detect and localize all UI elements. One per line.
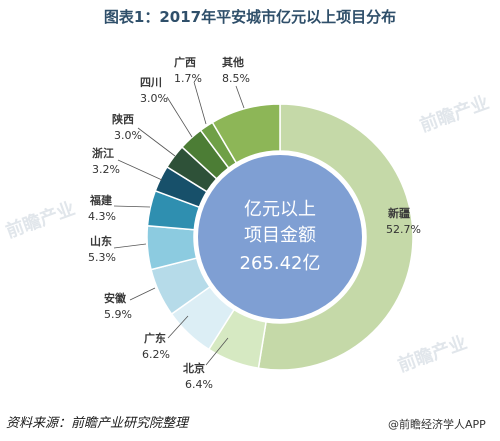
slice-value-5: 4.3% bbox=[88, 210, 116, 223]
slice-name-1: 北京 bbox=[183, 361, 205, 375]
leader-line-10 bbox=[235, 85, 245, 109]
slice-name-9: 广西 bbox=[174, 55, 196, 69]
slice-value-4: 5.3% bbox=[88, 251, 116, 264]
slice-name-8: 四川 bbox=[140, 76, 162, 89]
slice-0 bbox=[257, 103, 414, 371]
leader-line-5 bbox=[113, 205, 151, 208]
leader-line-8 bbox=[166, 96, 193, 138]
donut-slices bbox=[146, 103, 414, 371]
slice-value-10: 8.5% bbox=[222, 72, 250, 85]
center-line-2: 项目金额 bbox=[244, 225, 316, 246]
slice-value-2: 6.2% bbox=[142, 348, 170, 361]
center-disc bbox=[198, 155, 362, 319]
leader-line-9 bbox=[193, 81, 207, 125]
slice-value-0: 52.7% bbox=[386, 223, 421, 236]
slice-labels: 新疆52.7%北京6.4%广东6.2%安徽5.9%山东5.3%福建4.3%浙江3… bbox=[88, 55, 421, 391]
slice-name-0: 新疆 bbox=[388, 206, 410, 220]
leader-line-7 bbox=[137, 127, 176, 157]
slice-value-6: 3.2% bbox=[92, 163, 120, 176]
slice-name-7: 陕西 bbox=[112, 112, 134, 126]
leader-line-6 bbox=[117, 159, 163, 181]
slice-name-5: 福建 bbox=[89, 193, 113, 207]
leader-line-2 bbox=[167, 315, 189, 339]
source-note: 资料来源：前瞻产业研究院整理 bbox=[6, 416, 189, 431]
slice-10 bbox=[211, 103, 281, 164]
slice-value-1: 6.4% bbox=[185, 378, 213, 391]
center-total: 265.42亿 bbox=[240, 253, 321, 274]
slice-value-9: 1.7% bbox=[174, 72, 202, 85]
leader-lines bbox=[113, 81, 245, 366]
center-line-1: 亿元以上 bbox=[244, 199, 316, 220]
slice-name-6: 浙江 bbox=[92, 146, 114, 160]
slice-value-7: 3.0% bbox=[114, 129, 142, 142]
slice-name-2: 广东 bbox=[144, 331, 166, 345]
leader-line-1 bbox=[205, 337, 229, 366]
credit-note: @前瞻经济学人APP bbox=[388, 418, 486, 431]
slice-value-3: 5.9% bbox=[104, 308, 132, 321]
leader-line-3 bbox=[129, 287, 156, 301]
leader-line-4 bbox=[113, 243, 147, 249]
slice-name-10: 其他 bbox=[222, 55, 244, 69]
slice-name-3: 安徽 bbox=[104, 291, 127, 305]
slice-name-4: 山东 bbox=[90, 234, 112, 248]
slice-value-8: 3.0% bbox=[140, 92, 168, 105]
chart-title: 图表1：2017年平安城市亿元以上项目分布 bbox=[103, 8, 397, 26]
